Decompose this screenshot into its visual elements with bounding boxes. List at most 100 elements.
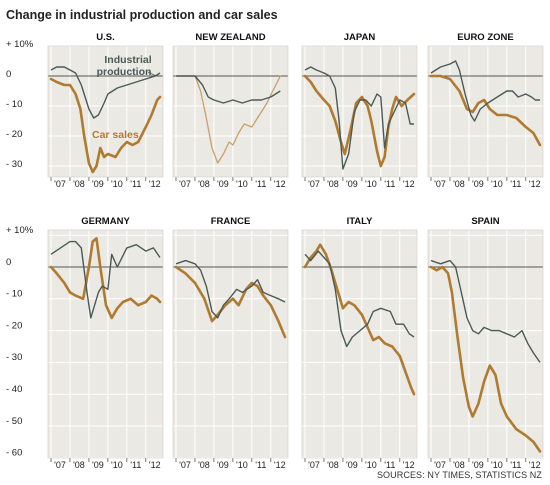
series-industrial-production-u-s: [50, 66, 161, 119]
y-tick-label: 0: [6, 69, 11, 80]
x-tick-label: '10: [236, 460, 248, 470]
series-industrial-production-euro-zone: [430, 60, 540, 122]
series-industrial-production-new-zealand: [176, 75, 281, 104]
y-tick-label: - 30: [6, 159, 22, 170]
series-car-sales-japan: [303, 74, 416, 168]
x-tick-label: '09: [472, 179, 484, 189]
series-industrial-production-france: [175, 259, 286, 319]
x-tick-label: '10: [236, 179, 248, 189]
y-tick-label: - 10: [6, 289, 22, 300]
series-industrial-production-italy: [304, 250, 415, 348]
panel-border: [47, 45, 164, 178]
x-tick-label: '10: [491, 460, 503, 470]
panel-border: [301, 229, 418, 459]
x-tick-label: '08: [198, 460, 210, 470]
panel-background: [428, 46, 543, 177]
y-tick-label: + 10%: [6, 225, 34, 236]
x-tick-label: '12: [149, 460, 161, 470]
chart-title: Change in industrial production and car …: [6, 8, 278, 22]
panel-border: [172, 229, 289, 459]
series-car-sales-italy: [303, 243, 416, 396]
x-tick-label: '08: [453, 179, 465, 189]
x-tick-label: '11: [510, 179, 521, 189]
x-tick-label: '12: [274, 179, 286, 189]
series-car-sales-france: [174, 265, 287, 339]
x-tick-label: '09: [346, 179, 358, 189]
annotation-leader-line: [147, 71, 157, 77]
series-car-sales-new-zealand: [175, 75, 281, 164]
y-tick-label: - 20: [6, 320, 22, 331]
x-tick-label: '07: [54, 179, 66, 189]
panel-background: [48, 230, 163, 458]
x-tick-label: '08: [73, 179, 85, 189]
x-tick-label: '11: [384, 460, 395, 470]
y-tick-label: - 20: [6, 129, 22, 140]
x-tick-label: '10: [111, 179, 123, 189]
x-tick-label: '09: [472, 460, 484, 470]
panel-background: [173, 46, 288, 177]
x-tick-label: '07: [308, 460, 320, 470]
x-tick-label: '09: [92, 179, 104, 189]
series-car-sales-euro-zone: [429, 74, 542, 147]
series-car-sales-u-s: [49, 77, 162, 174]
panel-border: [301, 45, 418, 178]
x-tick-label: '11: [255, 460, 266, 470]
x-tick-label: '08: [453, 460, 465, 470]
annotation-car-sales: Car sales: [92, 129, 139, 141]
x-tick-label: '10: [365, 460, 377, 470]
x-tick-label: '08: [198, 179, 210, 189]
x-tick-label: '08: [73, 460, 85, 470]
x-tick-label: '09: [217, 460, 229, 470]
series-industrial-production-japan: [304, 66, 414, 170]
panel-title-germany: GERMANY: [81, 216, 130, 227]
series-industrial-production-germany: [50, 240, 161, 319]
y-tick-label: - 10: [6, 99, 22, 110]
x-tick-label: '07: [434, 179, 446, 189]
source-note: SOURCES: NY TIMES, STATISTICS NZ: [376, 470, 542, 480]
panel-background: [173, 230, 288, 458]
x-tick-label: '07: [308, 179, 320, 189]
x-tick-label: '07: [179, 179, 191, 189]
x-tick-label: '12: [403, 179, 415, 189]
y-tick-label: - 30: [6, 352, 22, 363]
annotation-industrial-production: Industrial: [104, 54, 151, 66]
x-tick-label: '11: [255, 179, 266, 189]
panel-title-spain: SPAIN: [471, 216, 499, 227]
x-tick-label: '12: [403, 460, 415, 470]
y-tick-label: 0: [6, 257, 11, 268]
y-tick-label: - 50: [6, 416, 22, 427]
x-tick-label: '12: [529, 179, 541, 189]
panel-border: [427, 45, 544, 178]
x-tick-label: '11: [384, 179, 395, 189]
panel-title-new-zealand: NEW ZEALAND: [195, 32, 265, 43]
x-tick-label: '12: [529, 460, 541, 470]
panel-border: [427, 229, 544, 459]
panel-border: [172, 45, 289, 178]
x-tick-label: '07: [434, 460, 446, 470]
x-tick-label: '09: [346, 460, 358, 470]
panel-title-u-s: U.S.: [96, 32, 114, 43]
panel-background: [428, 230, 543, 458]
x-tick-label: '11: [130, 179, 141, 189]
panel-title-japan: JAPAN: [344, 32, 376, 43]
x-tick-label: '07: [179, 460, 191, 470]
panel-background: [302, 230, 417, 458]
x-tick-label: '09: [217, 179, 229, 189]
panel-title-euro-zone: EURO ZONE: [457, 32, 513, 43]
x-tick-label: '11: [510, 460, 521, 470]
x-tick-label: '08: [327, 179, 339, 189]
series-industrial-production-spain: [430, 259, 541, 363]
x-tick-label: '11: [130, 460, 141, 470]
y-tick-label: - 40: [6, 384, 22, 395]
panel-title-france: FRANCE: [211, 216, 251, 227]
annotation-industrial-production: production: [97, 66, 152, 78]
panel-title-italy: ITALY: [347, 216, 374, 227]
x-tick-label: '07: [54, 460, 66, 470]
x-tick-label: '10: [365, 179, 377, 189]
series-car-sales-spain: [429, 265, 542, 453]
x-tick-label: '09: [92, 460, 104, 470]
panel-background: [302, 46, 417, 177]
y-tick-label: - 60: [6, 448, 22, 459]
